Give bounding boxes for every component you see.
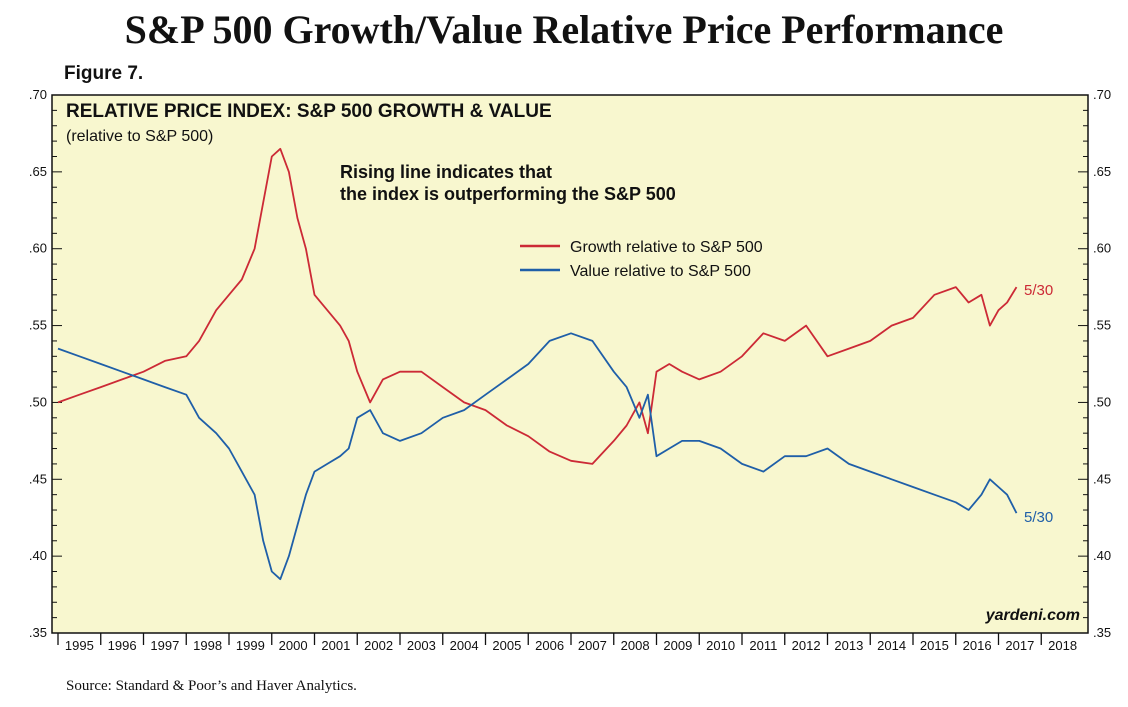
y-tick-label-right: .55 xyxy=(1093,318,1111,333)
y-tick-label-left: .55 xyxy=(29,318,47,333)
x-tick-label: 1995 xyxy=(65,638,94,653)
y-tick-label-right: .65 xyxy=(1093,164,1111,179)
figure-label: Figure 7. xyxy=(64,63,144,84)
x-tick-label: 1999 xyxy=(236,638,265,653)
y-tick-label-left: .50 xyxy=(29,394,47,409)
x-tick-label: 2014 xyxy=(877,638,906,653)
x-tick-label: 2004 xyxy=(450,638,479,653)
x-tick-label: 2010 xyxy=(706,638,735,653)
plot-panel xyxy=(51,94,1089,634)
y-axis-left: .35 .40 .45 .50 .55 .60 .65 .70 xyxy=(29,87,47,640)
legend: Growth relative to S&P 500 Value relativ… xyxy=(520,239,763,280)
y-tick-label-left: .70 xyxy=(29,87,47,102)
x-tick-label: 1998 xyxy=(193,638,222,653)
y-tick-label-left: .60 xyxy=(29,241,47,256)
x-tick-label: 2000 xyxy=(279,638,308,653)
x-tick-label: 2001 xyxy=(321,638,350,653)
x-tick-label: 2017 xyxy=(1005,638,1034,653)
growth-end-label: 5/30 xyxy=(1024,282,1053,299)
x-tick-label: 1996 xyxy=(108,638,137,653)
x-tick-label: 2003 xyxy=(407,638,436,653)
x-tick-label: 2002 xyxy=(364,638,393,653)
annotation-line-2: the index is outperforming the S&P 500 xyxy=(340,184,676,204)
x-tick-label: 2006 xyxy=(535,638,564,653)
y-tick-label-left: .40 xyxy=(29,548,47,563)
x-tick-label: 2018 xyxy=(1048,638,1077,653)
value-series-line xyxy=(57,332,1018,581)
y-tick-label-right: .50 xyxy=(1093,394,1111,409)
watermark: yardeni.com xyxy=(985,607,1080,624)
x-tick-label: 1997 xyxy=(150,638,179,653)
tick-marks xyxy=(52,94,1088,634)
x-tick-label: 2008 xyxy=(621,638,650,653)
value-end-label: 5/30 xyxy=(1024,509,1053,526)
chart-title: RELATIVE PRICE INDEX: S&P 500 GROWTH & V… xyxy=(66,101,552,122)
y-tick-label-right: .35 xyxy=(1093,625,1111,640)
y-tick-label-left: .35 xyxy=(29,625,47,640)
x-tick-label: 2009 xyxy=(663,638,692,653)
y-tick-label-right: .40 xyxy=(1093,548,1111,563)
annotation-line-1: Rising line indicates that xyxy=(340,162,552,182)
legend-label-growth: Growth relative to S&P 500 xyxy=(570,239,763,256)
legend-label-value: Value relative to S&P 500 xyxy=(570,263,751,280)
x-tick-label: 2015 xyxy=(920,638,949,653)
y-tick-label-left: .65 xyxy=(29,164,47,179)
x-tick-label: 2013 xyxy=(834,638,863,653)
source-note: Source: Standard & Poor’s and Haver Anal… xyxy=(66,678,357,694)
x-tick-label: 2011 xyxy=(749,638,777,653)
y-tick-label-left: .45 xyxy=(29,471,47,486)
x-tick-label: 2016 xyxy=(963,638,992,653)
x-tick-label: 2012 xyxy=(792,638,821,653)
y-tick-label-right: .70 xyxy=(1093,87,1111,102)
y-tick-label-right: .60 xyxy=(1093,241,1111,256)
series-lines xyxy=(57,147,1018,581)
chart-subtitle: (relative to S&P 500) xyxy=(66,128,213,145)
growth-series-line xyxy=(57,147,1018,465)
y-tick-label-right: .45 xyxy=(1093,471,1111,486)
x-tick-label: 2005 xyxy=(492,638,521,653)
y-axis-right: .35 .40 .45 .50 .55 .60 .65 .70 xyxy=(1093,87,1111,640)
x-axis: 1995 1996 1997 1998 1999 2000 2001 2002 2003 2004… xyxy=(57,633,1077,653)
x-tick-label: 2007 xyxy=(578,638,607,653)
page-title: S&P 500 Growth/Value Relative Price Perf… xyxy=(124,7,1004,52)
